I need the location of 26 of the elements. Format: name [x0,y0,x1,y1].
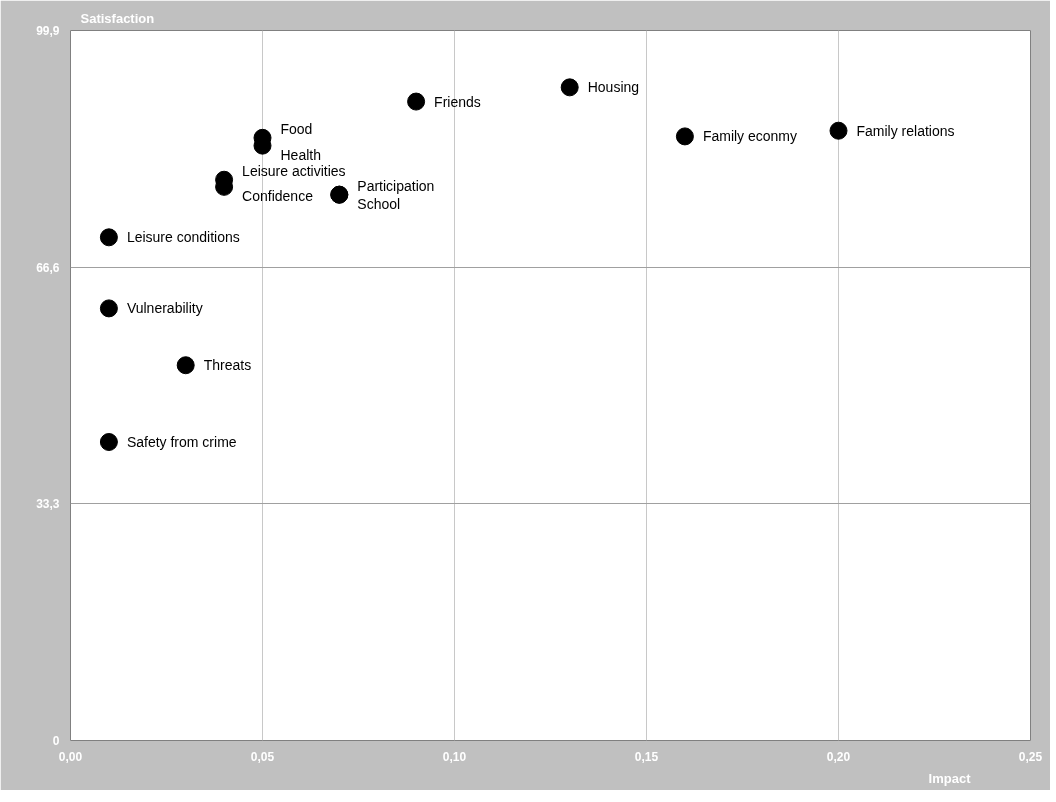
x-tick-label: 0,00 [58,749,83,764]
annotation: Vulnerability [126,300,203,317]
annotation: Friends [434,93,481,110]
annotation: Family relations [856,122,955,139]
annotation: Housing [587,79,640,96]
annotation: Threats [203,357,252,374]
annotation: Leisure activities [242,162,346,179]
annotation: Leisure conditions [126,229,240,246]
x-tick-label: 0,20 [826,749,851,764]
y-tick-label: 66,6 [36,260,60,275]
x-tick-label: 0,10 [442,749,467,764]
annotation: Safety from crime [126,434,237,450]
x-tick-label: 0,15 [634,749,659,764]
x-axis-title: Impact [928,770,972,786]
y-axis-title: Satisfaction [80,10,155,26]
x-tick-label: 0,05 [250,749,275,764]
annotation: Participation [357,177,435,194]
y-tick-label: 0 [52,734,60,748]
annotation: Family econmy [702,128,798,145]
annotation: Food [280,120,313,137]
annotation: Health [280,146,321,163]
y-tick-label: 99,9 [36,24,60,38]
annotation: Confidence [242,187,314,204]
y-tick-label: 33,3 [36,497,60,512]
x-tick-label: 0,25 [1018,749,1043,764]
annotation: School [357,195,401,212]
